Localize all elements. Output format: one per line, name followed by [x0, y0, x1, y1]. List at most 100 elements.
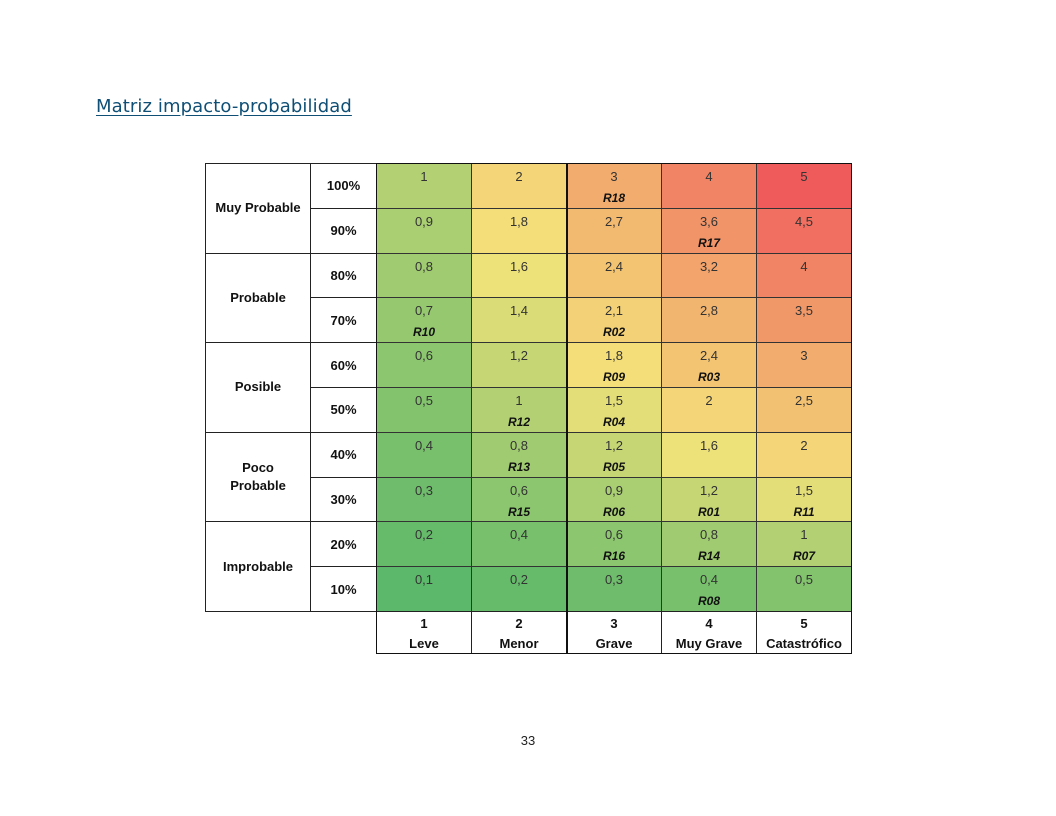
cell-score: 1,2 — [604, 437, 624, 453]
cell-score: 3,2 — [699, 258, 719, 274]
matrix-cell: 0,6 — [376, 342, 472, 388]
risk-code: R10 — [412, 325, 435, 340]
impact-name: Leve — [409, 636, 439, 651]
impact-level: 2 Menor — [471, 611, 567, 654]
cell-score: 1,4 — [509, 303, 529, 319]
matrix-cell: 2,5 — [756, 387, 852, 433]
probability-percent: 60% — [310, 342, 377, 388]
cell-score: 2,4 — [699, 348, 719, 364]
probability-percent: 20% — [310, 521, 377, 568]
matrix-cell: 4,5 — [756, 207, 852, 254]
probability-percent: 80% — [310, 252, 377, 299]
matrix-cell: 1,5 R11 — [756, 476, 852, 523]
cell-score: 1 — [515, 393, 523, 408]
impact-level: 1 Leve — [376, 611, 472, 654]
risk-code: R05 — [602, 459, 625, 474]
matrix-cell: 1,5 R04 — [566, 387, 662, 433]
cell-score: 0,4 — [414, 437, 434, 453]
matrix-cell: 3,5 — [756, 297, 852, 344]
cell-score: 1 — [800, 527, 808, 543]
cell-score: 0,7 — [414, 303, 434, 319]
matrix-cell: 5 — [756, 163, 852, 209]
matrix-cell: 0,3 — [566, 566, 662, 612]
cell-score: 1,6 — [699, 437, 719, 453]
risk-code: R12 — [507, 415, 530, 429]
probability-group-text: Posible — [234, 379, 282, 395]
cell-score: 0,6 — [604, 527, 624, 543]
probability-percent: 50% — [310, 387, 377, 433]
matrix-cell: 1 R12 — [471, 387, 567, 433]
risk-code: R07 — [792, 549, 815, 564]
impact-number: 3 — [610, 616, 618, 631]
risk-code: R02 — [602, 325, 625, 340]
matrix-cell: 1,8 R09 — [566, 342, 662, 388]
impact-number: 2 — [515, 616, 523, 631]
matrix-cell: 4 — [661, 163, 757, 209]
probability-percent: 10% — [310, 566, 377, 612]
matrix-cell: 0,2 — [471, 566, 567, 612]
impact-number: 1 — [420, 616, 428, 631]
impact-name: Catastrófico — [766, 636, 842, 651]
impact-level: 4 Muy Grave — [661, 611, 757, 654]
matrix-cell: 0,5 — [756, 566, 852, 612]
cell-score: 4 — [800, 258, 808, 274]
probability-group-label: Probable — [205, 252, 311, 344]
matrix-cell: 0,3 — [376, 476, 472, 523]
cell-score: 0,8 — [509, 437, 529, 453]
cell-score: 0,6 — [414, 348, 434, 364]
probability-group-text: Probable — [230, 289, 286, 305]
matrix-cell: 2 — [661, 387, 757, 433]
matrix-cell: 0,4 — [471, 521, 567, 568]
page-number: 33 — [520, 733, 536, 748]
cell-score: 3 — [610, 169, 618, 184]
probability-percent: 40% — [310, 431, 377, 478]
matrix-cell: 2,4 — [566, 252, 662, 299]
probability-group-text: Poco Probable — [230, 460, 286, 494]
cell-score: 0,6 — [509, 482, 529, 498]
matrix-cell: 2 — [756, 431, 852, 478]
risk-code: R01 — [697, 504, 720, 519]
matrix-cell: 1,2 R05 — [566, 431, 662, 478]
probability-group-text: Improbable — [222, 558, 294, 574]
cell-score: 2 — [705, 393, 713, 408]
matrix-cell: 2,4 R03 — [661, 342, 757, 388]
matrix-cell: 3 R18 — [566, 163, 662, 209]
risk-code: R17 — [697, 235, 720, 250]
cell-score: 0,2 — [414, 527, 434, 543]
matrix-cell: 1,6 — [471, 252, 567, 299]
cell-score: 2,4 — [604, 258, 624, 274]
cell-score: 0,9 — [604, 482, 624, 498]
risk-code: R11 — [793, 504, 815, 519]
matrix-cell: 0,7 R10 — [376, 297, 472, 344]
matrix-cell: 0,9 R06 — [566, 476, 662, 523]
cell-score: 2,1 — [604, 303, 624, 319]
matrix-cell: 0,5 — [376, 387, 472, 433]
cell-score: 1,8 — [604, 348, 624, 364]
cell-score: 0,2 — [509, 572, 529, 588]
matrix-cell: 3 — [756, 342, 852, 388]
risk-code: R14 — [697, 549, 720, 564]
impact-number: 5 — [800, 616, 808, 631]
cell-score: 0,3 — [414, 482, 434, 498]
risk-code: R03 — [697, 370, 720, 385]
cell-score: 3,6 — [699, 213, 719, 229]
matrix-cell: 3,2 — [661, 252, 757, 299]
impact-name: Muy Grave — [675, 636, 743, 651]
risk-code: R18 — [602, 191, 625, 205]
cell-score: 2,8 — [699, 303, 719, 319]
risk-code: R04 — [602, 415, 625, 429]
matrix-cell: 0,8 R13 — [471, 431, 567, 478]
probability-percent: 90% — [310, 207, 377, 254]
matrix-cell: 1,2 — [471, 342, 567, 388]
matrix-cell: 1,4 — [471, 297, 567, 344]
cell-score: 2,5 — [794, 393, 814, 408]
cell-score: 0,4 — [699, 572, 719, 588]
probability-percent: 30% — [310, 476, 377, 523]
impact-name: Menor — [499, 636, 539, 651]
cell-score: 0,8 — [699, 527, 719, 543]
matrix-cell: 0,1 — [376, 566, 472, 612]
probability-group-label: Poco Probable — [205, 431, 311, 523]
cell-score: 3 — [800, 348, 808, 364]
matrix-cell: 0,2 — [376, 521, 472, 568]
matrix-cell: 0,6 R15 — [471, 476, 567, 523]
